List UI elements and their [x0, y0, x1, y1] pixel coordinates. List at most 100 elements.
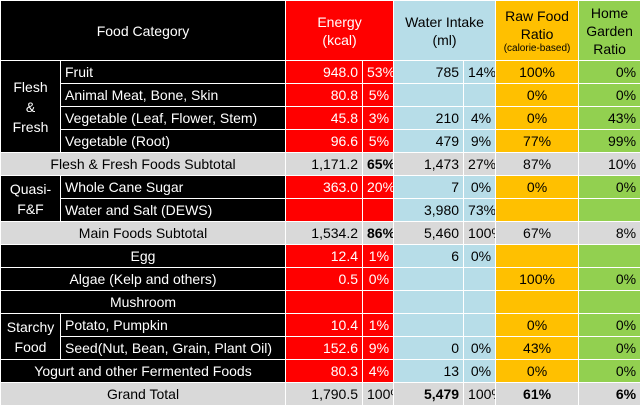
category: Vegetable (Root) — [59, 129, 287, 153]
header-line: Water Intake — [405, 13, 484, 30]
category: Yogurt and other Fermented Foods — [0, 359, 287, 383]
water-cell — [393, 83, 465, 107]
group-label-line: Fresh — [12, 118, 49, 135]
energy-pct-cell: 100% — [362, 382, 395, 406]
header-line: Ratio — [520, 25, 554, 42]
table-row: Animal Meat, Bone, Skin 80.8 5% 0% 0% — [1, 83, 640, 107]
water-cell — [393, 290, 465, 314]
water-cell: 210 — [393, 106, 465, 130]
water-cell — [393, 267, 465, 291]
raw-cell: 0% — [495, 83, 580, 107]
group-label-line: F&F — [17, 200, 44, 217]
energy-pct-cell: 5% — [362, 129, 395, 153]
table-row: Mushroom — [0, 290, 640, 314]
energy-pct-cell — [362, 198, 395, 222]
header-line: (calorie-based) — [503, 42, 571, 54]
raw-cell: 0% — [495, 106, 580, 130]
water-pct-cell — [463, 83, 497, 107]
water-pct-cell: 4% — [463, 106, 497, 130]
energy-pct-cell: 53% — [362, 60, 395, 84]
table-row: Vegetable (Leaf, Flower, Stem) 45.8 3% 210 4… — [1, 106, 640, 130]
table-row: Egg 12.4 1% 6 0% — [0, 244, 640, 268]
garden-cell: 43% — [578, 106, 640, 130]
energy-cell — [285, 198, 364, 222]
category: Vegetable (Leaf, Flower, Stem) — [59, 106, 287, 130]
water-pct-cell: 100% — [463, 221, 497, 245]
header-cell: Water Intake (ml) — [393, 0, 497, 61]
water-cell: 5,460 — [393, 221, 465, 245]
garden-cell — [578, 290, 640, 314]
water-pct-cell: 100% — [463, 382, 497, 406]
group-label: Starchy Food — [0, 313, 61, 360]
category: Whole Cane Sugar — [59, 175, 287, 199]
category: Main Foods Subtotal — [0, 221, 287, 245]
water-pct-cell: 14% — [463, 60, 497, 84]
water-pct-cell: 27% — [463, 152, 497, 176]
energy-cell: 12.4 — [285, 244, 364, 268]
garden-cell: 0% — [578, 60, 640, 84]
garden-cell: 6% — [578, 382, 640, 406]
garden-cell — [578, 198, 640, 222]
raw-cell: 100% — [495, 60, 580, 84]
water-pct-cell: 0% — [463, 244, 497, 268]
group-label: Flesh & Fresh — [0, 60, 61, 153]
energy-pct-cell: 86% — [362, 221, 395, 245]
category: Animal Meat, Bone, Skin — [59, 83, 287, 107]
energy-cell: 45.8 — [285, 106, 364, 130]
raw-cell: 0% — [495, 313, 580, 337]
water-pct-cell: 0% — [463, 359, 497, 383]
water-pct-cell — [463, 267, 497, 291]
table-row: Flesh & Fresh Fruit 948.0 53% 785 14% 100% 0% — [0, 60, 640, 153]
energy-pct-cell: 20% — [362, 175, 395, 199]
garden-cell: 0% — [578, 267, 640, 291]
header-line: (kcal) — [322, 31, 357, 48]
group-label-line: & — [25, 98, 36, 115]
category: Flesh & Fresh Foods Subtotal — [0, 152, 287, 176]
garden-cell: 0% — [578, 313, 640, 337]
energy-cell: 80.3 — [285, 359, 364, 383]
table-row: Main Foods Subtotal1,534.286%5,460100%67… — [0, 221, 640, 245]
water-cell: 7 — [393, 175, 465, 199]
raw-cell — [495, 198, 580, 222]
water-cell — [393, 313, 465, 337]
category: Water and Salt (DEWS) — [59, 198, 287, 222]
category: Potato, Pumpkin — [59, 313, 287, 337]
header-cell: Energy (kcal) — [285, 0, 395, 61]
table-row: Water and Salt (DEWS) 3,980 73% — [1, 198, 640, 222]
raw-cell: 67% — [495, 221, 580, 245]
raw-cell — [495, 290, 580, 314]
energy-cell: 1,171.2 — [285, 152, 364, 176]
water-cell: 785 — [393, 60, 465, 84]
water-cell: 0 — [393, 336, 465, 360]
category: Egg — [0, 244, 287, 268]
table-row: Starchy Food Potato, Pumpkin 10.4 1% 0% 0% — [0, 313, 640, 360]
energy-cell: 948.0 — [285, 60, 364, 84]
energy-cell: 1,534.2 — [285, 221, 364, 245]
water-cell: 6 — [393, 244, 465, 268]
garden-cell: 99% — [578, 129, 640, 153]
water-cell: 479 — [393, 129, 465, 153]
water-pct-cell: 9% — [463, 129, 497, 153]
table-row: Flesh & Fresh Foods Subtotal 1,171.2 65% 1,… — [0, 152, 640, 176]
garden-cell: 0% — [578, 175, 640, 199]
energy-cell — [285, 290, 364, 314]
table-body: Flesh & Fresh Fruit 948.0 53% 785 14% 100% 0% Anim… — [0, 60, 640, 406]
energy-cell: 10.4 — [285, 313, 364, 337]
garden-cell: 0% — [578, 336, 640, 360]
garden-cell: 0% — [578, 359, 640, 383]
water-cell: 3,980 — [393, 198, 465, 222]
energy-pct-cell: 3% — [362, 106, 395, 130]
energy-pct-cell: 4% — [362, 359, 395, 383]
group-label-line: Food — [14, 338, 47, 355]
header-line: Raw Food — [505, 7, 569, 24]
energy-pct-cell: 1% — [362, 244, 395, 268]
category: Seed(Nut, Bean, Grain, Plant Oil) — [59, 336, 287, 360]
raw-cell: 87% — [495, 152, 580, 176]
category: Algae (Kelp and others) — [0, 267, 287, 291]
raw-cell: 0% — [495, 359, 580, 383]
table-row: Algae (Kelp and others) 0.5 0% 100% 0% — [0, 267, 640, 291]
group-label: Quasi- F&F — [0, 175, 61, 222]
energy-cell: 80.8 — [285, 83, 364, 107]
